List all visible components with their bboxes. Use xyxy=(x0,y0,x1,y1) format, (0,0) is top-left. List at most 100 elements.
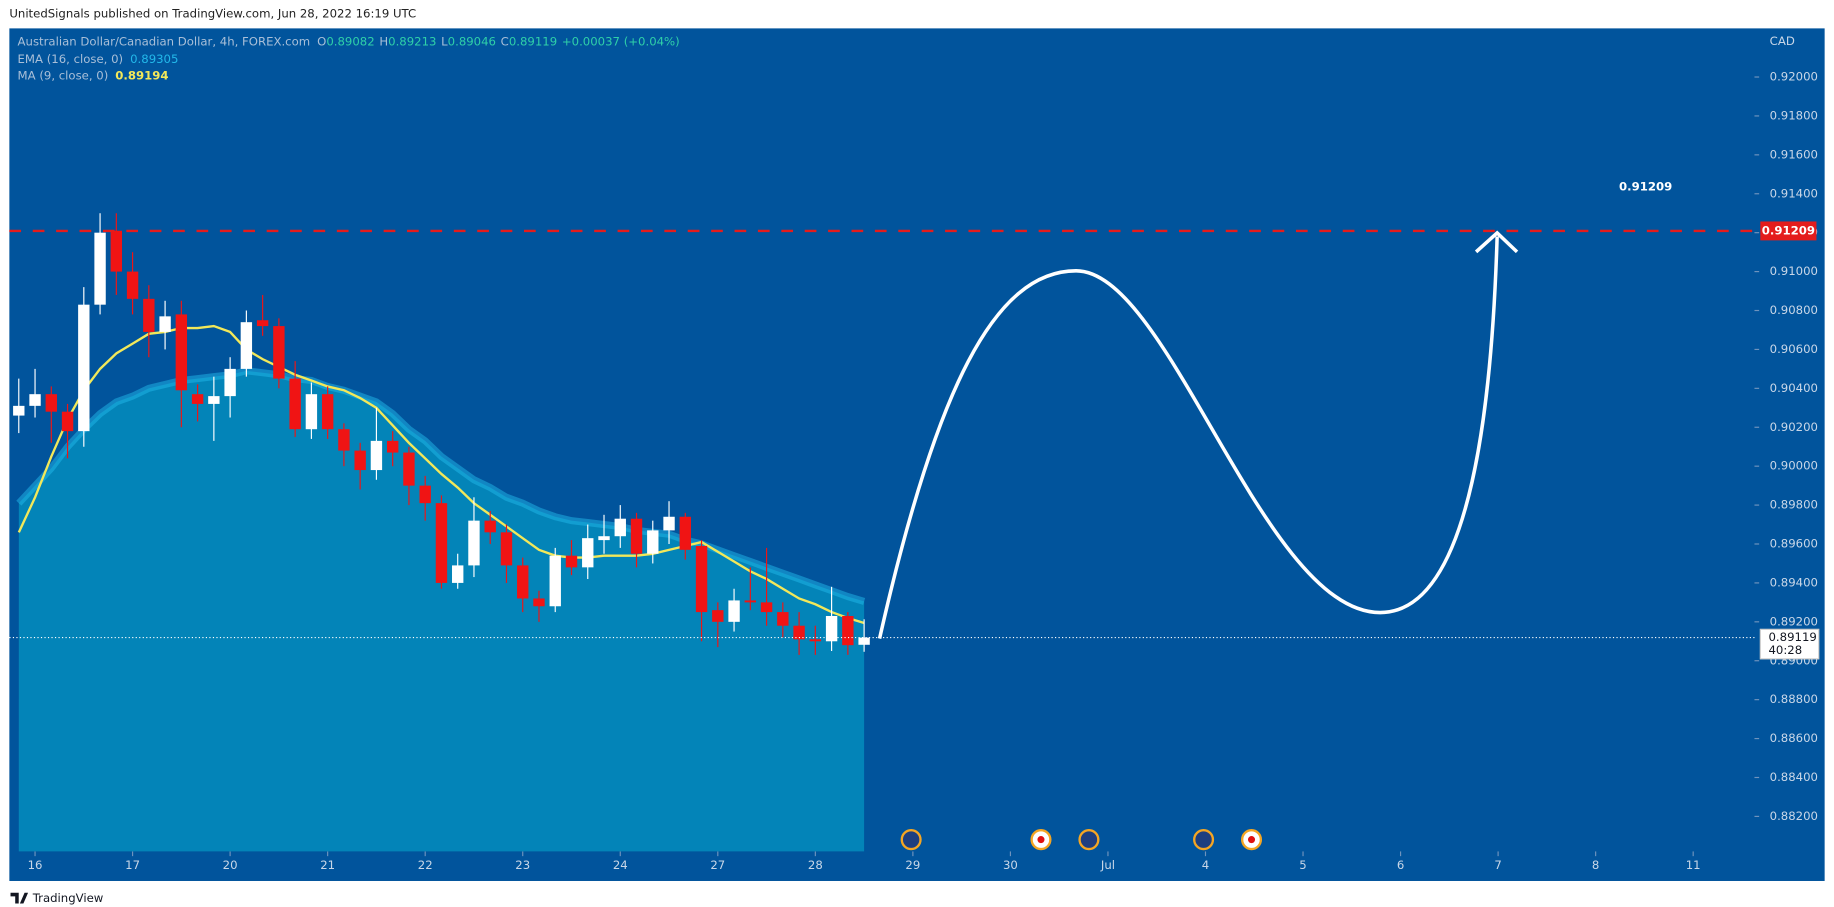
legend: Australian Dollar/Canadian Dollar, 4h, F… xyxy=(18,34,680,82)
ohlc-value: 0.89046 xyxy=(448,34,496,48)
legend-name: MA (9, close, 0) xyxy=(18,68,109,82)
candle-body xyxy=(94,232,106,305)
ohlc-value: 0.89119 xyxy=(509,34,557,48)
candle-body xyxy=(663,516,675,531)
y-tick-label: 0.90600 xyxy=(1770,342,1818,356)
candle-body xyxy=(208,396,220,404)
candle-body xyxy=(793,625,805,640)
x-tick-label: 28 xyxy=(808,858,823,872)
candle-body xyxy=(598,536,610,541)
candle-body xyxy=(143,298,155,332)
candle-body xyxy=(630,518,643,554)
y-tick-label: 0.92000 xyxy=(1770,69,1818,83)
candle-body xyxy=(305,394,318,430)
candle-body xyxy=(517,565,529,599)
ema-legend: EMA (16, close, 0) 0.89305 xyxy=(18,52,179,66)
x-tick-label: 17 xyxy=(125,858,140,872)
countdown: 40:28 xyxy=(1769,643,1803,657)
candle-body xyxy=(386,440,399,453)
candle-body xyxy=(240,322,253,369)
event-au[interactable] xyxy=(1193,828,1215,851)
ohlc-letter: L xyxy=(441,34,448,48)
x-tick-label: 4 xyxy=(1202,858,1209,872)
candle-body xyxy=(484,520,496,533)
arrow-head xyxy=(1474,230,1519,254)
publish-note: UnitedSignals published on TradingView.c… xyxy=(9,7,416,21)
x-tick-label: 21 xyxy=(320,858,335,872)
y-tick-label: 0.89400 xyxy=(1770,575,1818,589)
candle-body xyxy=(61,411,74,432)
candle-body xyxy=(45,394,57,412)
level-label-box xyxy=(1760,221,1817,241)
candle-body xyxy=(728,600,740,622)
candle-body xyxy=(256,320,269,327)
level-label: 0.91209 xyxy=(1762,223,1815,237)
candle-body xyxy=(760,602,773,613)
candle-body xyxy=(321,394,334,430)
candle-body xyxy=(825,615,838,642)
x-tick-label: 29 xyxy=(905,858,920,872)
y-tick-label: 0.88400 xyxy=(1770,770,1818,784)
y-tick-label: 0.90200 xyxy=(1770,420,1818,434)
candle-body xyxy=(565,555,578,568)
candle-body xyxy=(126,271,139,299)
candle-body xyxy=(289,378,301,430)
y-tick-label: 0.88600 xyxy=(1770,731,1818,745)
candle-body xyxy=(435,503,448,583)
ohlc-letter: C xyxy=(501,34,509,48)
candle-body xyxy=(695,545,708,613)
legend-value: 0.89305 xyxy=(130,52,178,66)
x-tick-label: Jul xyxy=(1100,858,1115,872)
ema-band xyxy=(16,367,866,605)
candle-body xyxy=(533,598,545,607)
x-tick-label: 22 xyxy=(418,858,433,872)
candle-body xyxy=(175,314,188,391)
ohlc-value: 0.89082 xyxy=(326,34,374,48)
ma-legend: MA (9, close, 0) 0.89194 xyxy=(18,68,169,82)
symbol: Australian Dollar/Canadian Dollar, 4h, F… xyxy=(18,34,311,48)
y-tick-label: 0.90400 xyxy=(1770,381,1818,395)
y-tick-label: 0.89200 xyxy=(1770,614,1818,628)
x-tick-label: 20 xyxy=(223,858,238,872)
ohlc-value: 0.89213 xyxy=(388,34,436,48)
ohlc-letter: H xyxy=(379,34,388,48)
x-tick-label: 6 xyxy=(1397,858,1404,872)
event-ca-leaf xyxy=(1248,836,1256,844)
candle-body xyxy=(679,516,691,550)
event-au[interactable] xyxy=(1078,828,1100,851)
candle-body xyxy=(110,230,123,272)
candle-body xyxy=(777,612,789,626)
candle-body xyxy=(419,485,431,504)
y-tick-label: 0.88200 xyxy=(1770,809,1818,823)
logo xyxy=(10,892,29,904)
candle-body xyxy=(858,637,870,645)
event-au[interactable] xyxy=(900,828,922,851)
x-tick-label: 30 xyxy=(1003,858,1018,872)
candle-body xyxy=(78,304,90,432)
event-ca-leaf xyxy=(1037,836,1045,844)
x-tick-label: 7 xyxy=(1494,858,1501,872)
x-tick-label: 23 xyxy=(515,858,530,872)
currency: CAD xyxy=(1770,34,1795,48)
candle-body xyxy=(712,610,724,622)
price-label: 0.89119 xyxy=(1769,630,1817,644)
y-tick-label: 0.89800 xyxy=(1770,498,1818,512)
candle-body xyxy=(224,368,236,397)
footer-logo: TradingView xyxy=(10,891,104,905)
x-tick-label: 24 xyxy=(613,858,628,872)
candle-body xyxy=(582,538,594,568)
candle-body xyxy=(191,394,204,404)
y-tick-label: 0.90000 xyxy=(1770,459,1818,473)
x-tick-label: 11 xyxy=(1686,858,1701,872)
legend-value: 0.89194 xyxy=(115,68,168,82)
y-tick-label: 0.90800 xyxy=(1770,303,1818,317)
candle-body xyxy=(13,405,25,416)
candle-body xyxy=(647,530,659,554)
y-tick-label: 0.89600 xyxy=(1770,536,1818,550)
x-tick-label: 27 xyxy=(710,858,725,872)
candle-body xyxy=(159,316,171,332)
footer-text: TradingView xyxy=(32,891,104,905)
symbol-legend: Australian Dollar/Canadian Dollar, 4h, F… xyxy=(18,34,680,48)
change: +0.00037 (+0.04%) xyxy=(562,34,680,48)
